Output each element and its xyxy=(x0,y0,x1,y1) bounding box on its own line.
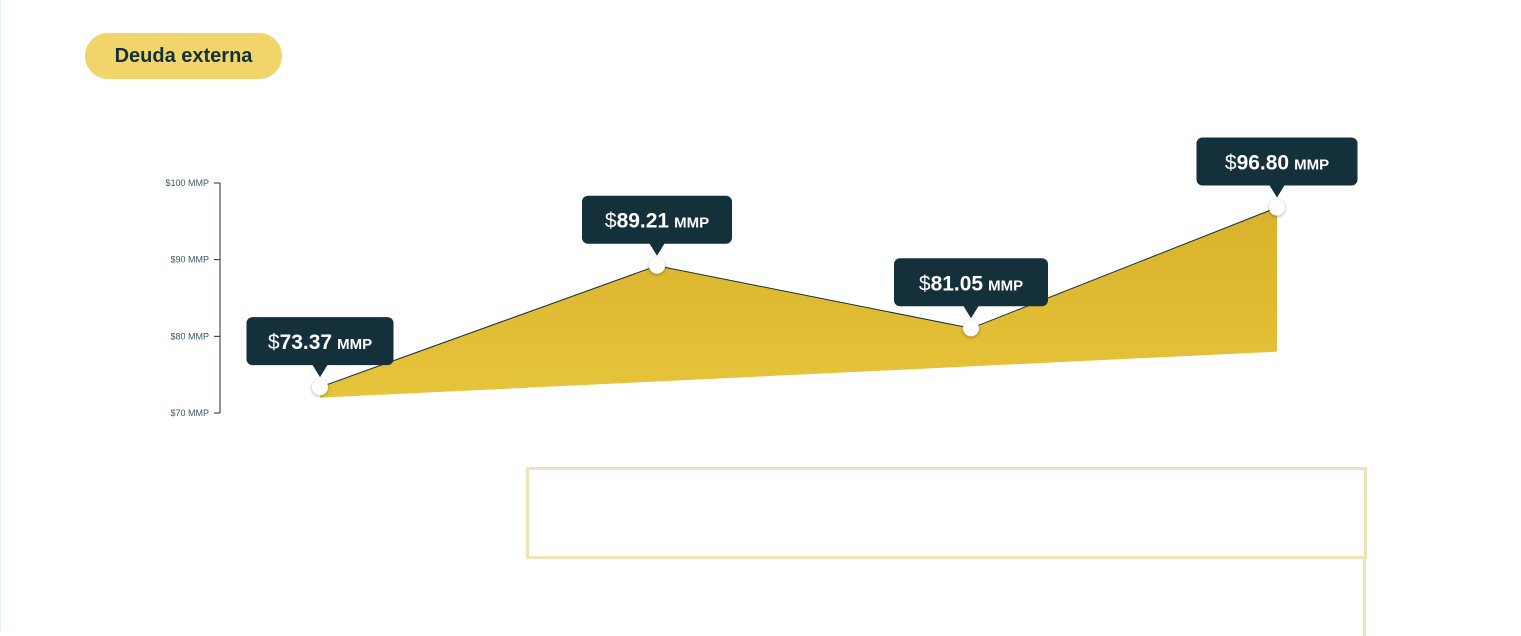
tooltip-box xyxy=(1196,137,1358,186)
data-label-unit: MMP xyxy=(1294,157,1329,174)
tooltip-box xyxy=(894,258,1048,307)
value-tooltip: $96.80 MMP xyxy=(1196,137,1358,198)
empty-panel-top xyxy=(526,467,1367,559)
data-label-currency: $ xyxy=(1225,152,1237,175)
tooltip-pointer xyxy=(963,305,979,319)
data-label: $96.80 MMP xyxy=(1225,152,1329,175)
tooltip-pointer xyxy=(1269,184,1285,198)
tooltip-box xyxy=(246,317,394,366)
data-point xyxy=(1269,199,1285,216)
data-label-unit: MMP xyxy=(988,277,1023,294)
section-title: Deuda externa xyxy=(114,44,253,67)
y-axis-tick-label: $70 MMP xyxy=(170,408,209,418)
tooltip-box xyxy=(582,195,732,244)
series-line xyxy=(319,207,1278,388)
tooltip-pointer xyxy=(312,364,328,378)
data-label: $89.21 MMP xyxy=(605,210,709,233)
data-label-value: 89.21 xyxy=(617,210,670,233)
data-point xyxy=(649,257,665,274)
data-label-currency: $ xyxy=(919,272,931,295)
data-point xyxy=(963,320,979,337)
empty-panel-bottom xyxy=(1363,556,1366,636)
data-label-currency: $ xyxy=(268,331,280,354)
data-label: $73.37 MMP xyxy=(268,331,372,354)
data-label-currency: $ xyxy=(605,210,617,233)
y-axis-tick-label: $90 MMP xyxy=(170,255,209,265)
value-tooltip: $89.21 MMP xyxy=(582,195,732,256)
data-label-value: 81.05 xyxy=(931,272,984,295)
y-axis-tick-label: $100 MMP xyxy=(165,178,209,188)
section-title-pill: Deuda externa xyxy=(85,33,282,79)
series-area xyxy=(320,207,1277,398)
data-label-unit: MMP xyxy=(337,336,372,353)
data-label-unit: MMP xyxy=(674,215,709,232)
value-tooltip: $73.37 MMP xyxy=(246,317,394,378)
data-point xyxy=(312,379,328,396)
data-label: $81.05 MMP xyxy=(919,272,1023,295)
tooltip-pointer xyxy=(649,242,665,256)
data-label-value: 96.80 xyxy=(1237,152,1290,175)
data-label-value: 73.37 xyxy=(280,331,333,354)
y-axis-tick-label: $80 MMP xyxy=(170,331,209,341)
value-tooltip: $81.05 MMP xyxy=(894,258,1048,319)
